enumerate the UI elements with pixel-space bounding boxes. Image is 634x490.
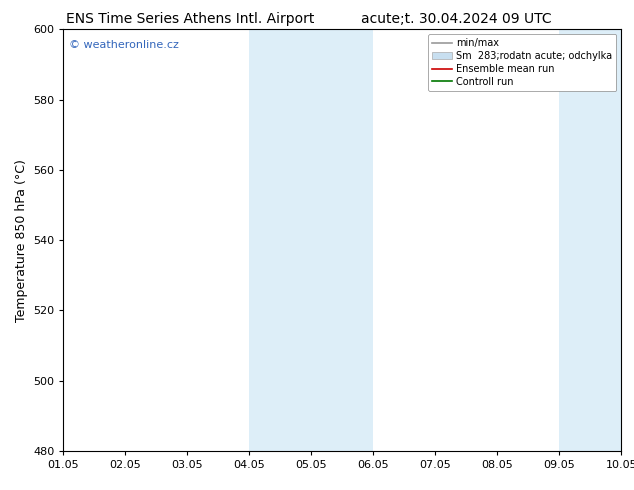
Text: © weatheronline.cz: © weatheronline.cz (69, 40, 179, 50)
Bar (559, 29, 621, 451)
Legend: min/max, Sm  283;rodatn acute; odchylka, Ensemble mean run, Controll run: min/max, Sm 283;rodatn acute; odchylka, … (428, 34, 616, 91)
Text: ENS Time Series Athens Intl. Airport: ENS Time Series Athens Intl. Airport (66, 12, 314, 26)
Text: acute;t. 30.04.2024 09 UTC: acute;t. 30.04.2024 09 UTC (361, 12, 552, 26)
Y-axis label: Temperature 850 hPa (°C): Temperature 850 hPa (°C) (15, 159, 27, 321)
Bar (249, 29, 373, 451)
